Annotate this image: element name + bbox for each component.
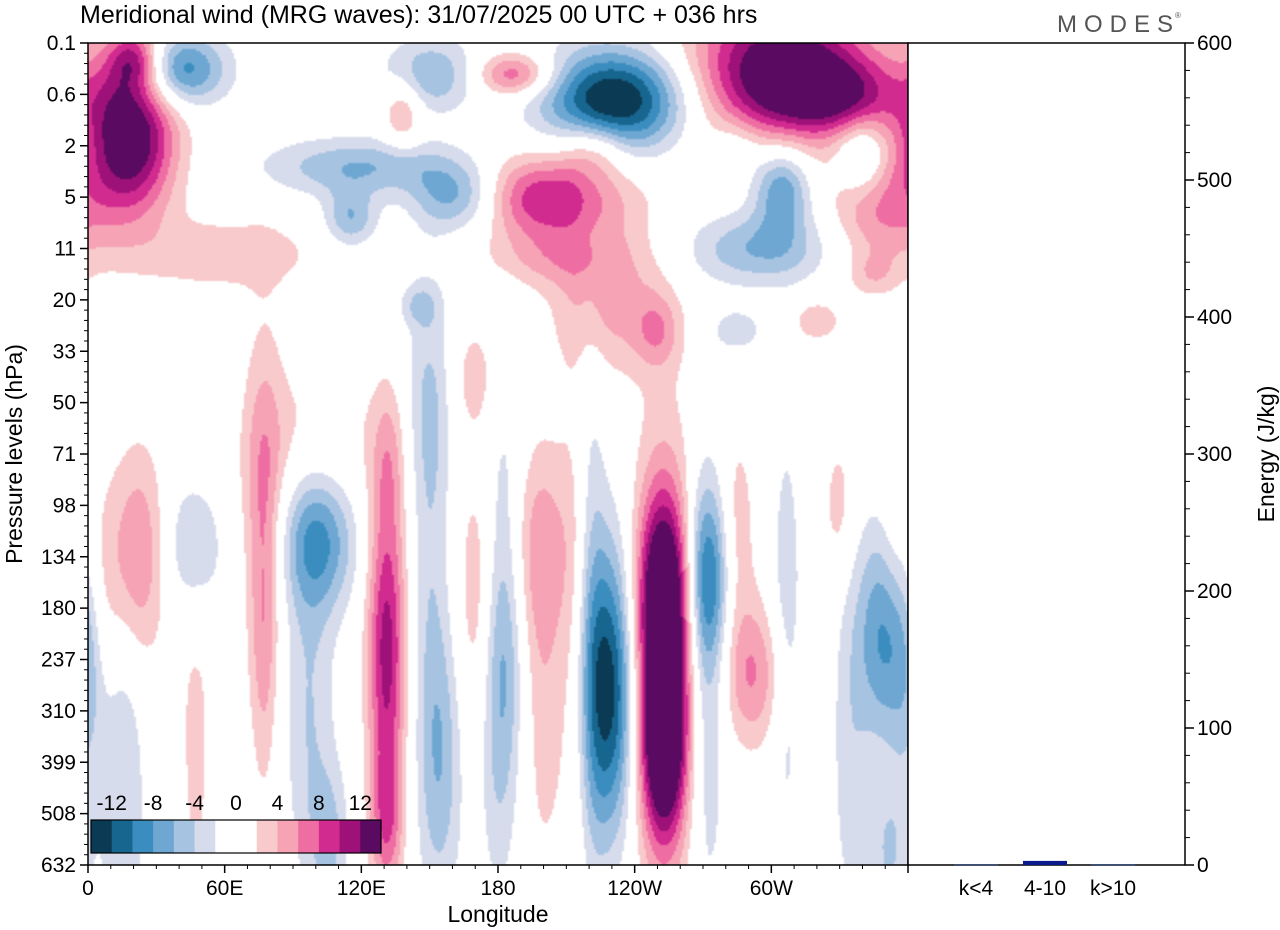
colorbar-swatch [360, 820, 382, 853]
colorbar-swatch [153, 820, 175, 853]
colorbar-label: 12 [349, 792, 372, 815]
y-tick-label: 0.6 [47, 83, 76, 106]
colorbar-swatch [194, 820, 216, 853]
x-tick-label: 120W [607, 877, 662, 900]
colorbar-swatch [132, 820, 154, 853]
y-tick-label: 2 [64, 135, 76, 158]
modes-logo: MODES [1057, 11, 1180, 38]
energy-category-label: k>10 [1090, 877, 1136, 900]
energy-tick-label: 200 [1197, 580, 1232, 603]
y-tick-label: 134 [41, 546, 76, 569]
y-tick-label: 508 [41, 803, 76, 826]
energy-bar [1091, 864, 1135, 866]
energy-tick-label: 600 [1197, 32, 1232, 55]
y-tick-label: 20 [53, 289, 76, 312]
energy-tick-label: 100 [1197, 717, 1232, 740]
x-tick-label: 180 [480, 877, 515, 900]
energy-axis: 0 100 200 300 400 500 600 k<4 4-10 k>10 [959, 32, 1232, 900]
y-tick-label: 237 [41, 649, 76, 672]
energy-tick-label: 300 [1197, 443, 1232, 466]
colorbar-swatch [215, 820, 237, 853]
x-tick-label: 120E [337, 877, 386, 900]
y-tick-label: 399 [41, 751, 76, 774]
heatmap-field [88, 43, 908, 865]
energy-tick-label: 0 [1197, 854, 1209, 877]
y-tick-label: 632 [41, 854, 76, 877]
y-tick-label: 98 [53, 494, 76, 517]
colorbar-label: 8 [313, 792, 325, 815]
y-tick-label: 180 [41, 597, 76, 620]
y-axis-title: Pressure levels (hPa) [1, 344, 27, 564]
colorbar-swatch [173, 820, 196, 853]
x-tick-label: 60E [206, 877, 243, 900]
heatmap-plot [87, 42, 909, 866]
colorbar-frame [90, 819, 382, 854]
y-tick-label: 33 [53, 340, 76, 363]
energy-bar [1023, 860, 1067, 865]
colorbar-swatch [236, 820, 258, 853]
logo-registered-mark: ® [1175, 11, 1181, 20]
colorbar-swatch [256, 820, 278, 853]
colorbar-label: -8 [144, 792, 163, 815]
colorbar-swatch [277, 820, 299, 853]
x-tick-label: 60W [750, 877, 793, 900]
longitude-axis: 0 60E 120E 180 120W 60W [82, 865, 909, 900]
energy-category-label: k<4 [959, 877, 994, 900]
pressure-axis: 0.1 0.6 2 5 11 20 33 50 71 98 134 180 237 310 399 508 63… [41, 32, 88, 877]
y-tick-label: 50 [53, 392, 76, 415]
colorbar-label: 4 [272, 792, 284, 815]
colorbar-swatch [91, 820, 113, 853]
energy-category-label: 4-10 [1024, 877, 1066, 900]
energy-axis-title: Energy (J/kg) [1253, 386, 1279, 523]
colorbar-swatch [298, 820, 320, 853]
energy-tick-label: 500 [1197, 169, 1232, 192]
energy-tick-label: 400 [1197, 306, 1232, 329]
y-tick-label: 5 [64, 186, 76, 209]
y-tick-label: 71 [53, 443, 76, 466]
colorbar-swatch [339, 820, 361, 853]
colorbar: -12 -8 -4 0 4 8 12 [90, 792, 382, 854]
energy-frame [907, 42, 1186, 866]
colorbar-label: -4 [185, 792, 204, 815]
chart-title: Meridional wind (MRG waves): 31/07/2025 … [80, 1, 757, 29]
energy-bar [954, 864, 998, 866]
y-tick-label: 11 [54, 238, 76, 261]
colorbar-swatch [111, 820, 133, 853]
x-tick-label: 0 [82, 877, 94, 900]
colorbar-label: 0 [230, 792, 242, 815]
colorbar-swatch [318, 820, 341, 853]
y-tick-label: 310 [41, 700, 76, 723]
colorbar-label: -12 [97, 792, 127, 815]
y-tick-label: 0.1 [47, 32, 76, 55]
x-axis-title: Longitude [447, 901, 548, 927]
energy-panel [907, 42, 1186, 866]
